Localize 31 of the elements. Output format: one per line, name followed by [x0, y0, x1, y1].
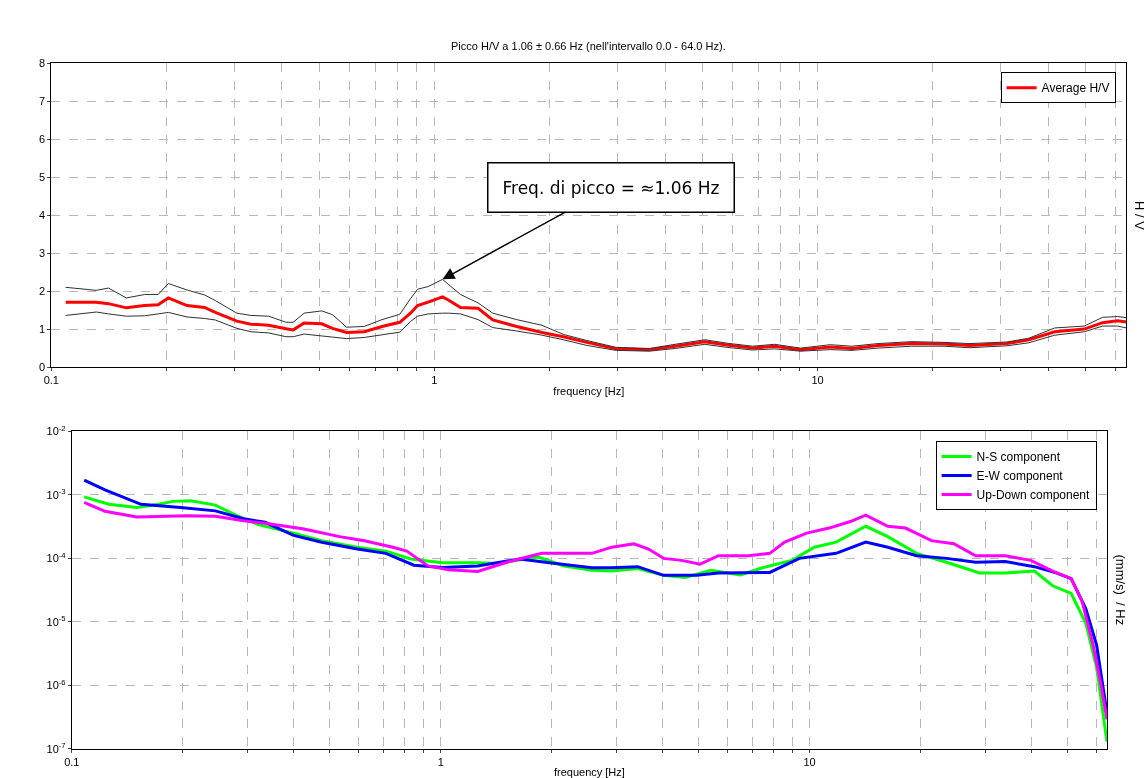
y-tick-label: 8 [38, 57, 46, 70]
y-tick-label: 4 [38, 209, 46, 221]
x-tick-label: 10 [811, 374, 824, 387]
y-tick-label: 1 [38, 322, 46, 335]
y-tick-label: 0 [38, 360, 46, 373]
y-tick-label: 10$^{-6}$ [46, 677, 66, 692]
y-tick-label: 10$^{-3}$ [46, 487, 66, 501]
x-tick-label: 1 [431, 374, 438, 387]
x-tick-label: 0.1 [64, 756, 80, 769]
y-axis-title: (mm/s) / Hz [1112, 554, 1128, 626]
y-tick-label: 5 [38, 171, 46, 184]
y-tick-label: 6 [38, 133, 46, 146]
y-tick-label: 10$^{-4}$ [46, 550, 67, 565]
x-axis-title: frequency [Hz] [553, 766, 625, 778]
y-tick-label: 10$^{-7}$ [46, 741, 66, 755]
x-axis-title: frequency [Hz] [553, 385, 625, 398]
y-tick-label: 10$^{-5}$ [46, 614, 66, 628]
x-tick-label: 0.1 [43, 374, 59, 387]
annotation: Freq. di picco = ≈1.06 Hz [502, 177, 720, 198]
legend-label: Average H/V [1041, 81, 1110, 96]
y-tick-label: 7 [38, 95, 46, 108]
x-tick-label: 10 [803, 756, 816, 769]
y-axis-title: H / V [1132, 201, 1148, 231]
legend-label: E-W component [976, 469, 1064, 484]
chart-title: Picco H/V a 1.06 ± 0.66 Hz (nell'intervallo 0.0 - 64.0 Hz). [451, 40, 726, 52]
legend-label: Up-Down component [976, 488, 1090, 503]
x-tick-label: 1 [437, 756, 444, 769]
y-tick-label: 3 [38, 246, 46, 259]
y-tick-label: 10$^{-2}$ [46, 423, 66, 438]
legend-label: N-S component [976, 450, 1061, 465]
y-tick-label: 2 [38, 284, 46, 297]
